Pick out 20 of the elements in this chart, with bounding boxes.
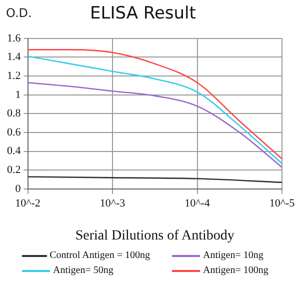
y-tick-label: 0 xyxy=(15,182,22,195)
legend-label: Control Antigen = 100ng xyxy=(50,250,150,261)
chart-title: ELISA Result xyxy=(90,4,196,24)
y-tick-label: 1 xyxy=(15,88,21,101)
legend-label: Antigen= 100ng xyxy=(203,265,268,276)
x-tick-label: 10^-2 xyxy=(15,197,40,210)
y-tick-label: 0.2 xyxy=(7,164,21,176)
x-tick-label: 10^-5 xyxy=(269,197,296,210)
y-axis-title: O.D. xyxy=(6,6,32,20)
x-axis-title: Serial Dilutions of Antibody xyxy=(75,228,234,244)
y-tick-label: 1.2 xyxy=(7,70,21,82)
y-tick-label: 1.6 xyxy=(7,32,22,44)
y-tick-label: 0.4 xyxy=(7,145,22,158)
x-tick-label: 10^-4 xyxy=(184,197,210,210)
legend-label: Antigen= 10ng xyxy=(203,250,264,261)
legend-label: Antigen= 50ng xyxy=(53,265,114,276)
y-tick-label: 0.6 xyxy=(7,126,22,138)
x-tick-label: 10^-3 xyxy=(100,197,126,210)
y-tick-label: 0.8 xyxy=(7,108,22,120)
y-tick-label: 1.4 xyxy=(7,51,22,64)
